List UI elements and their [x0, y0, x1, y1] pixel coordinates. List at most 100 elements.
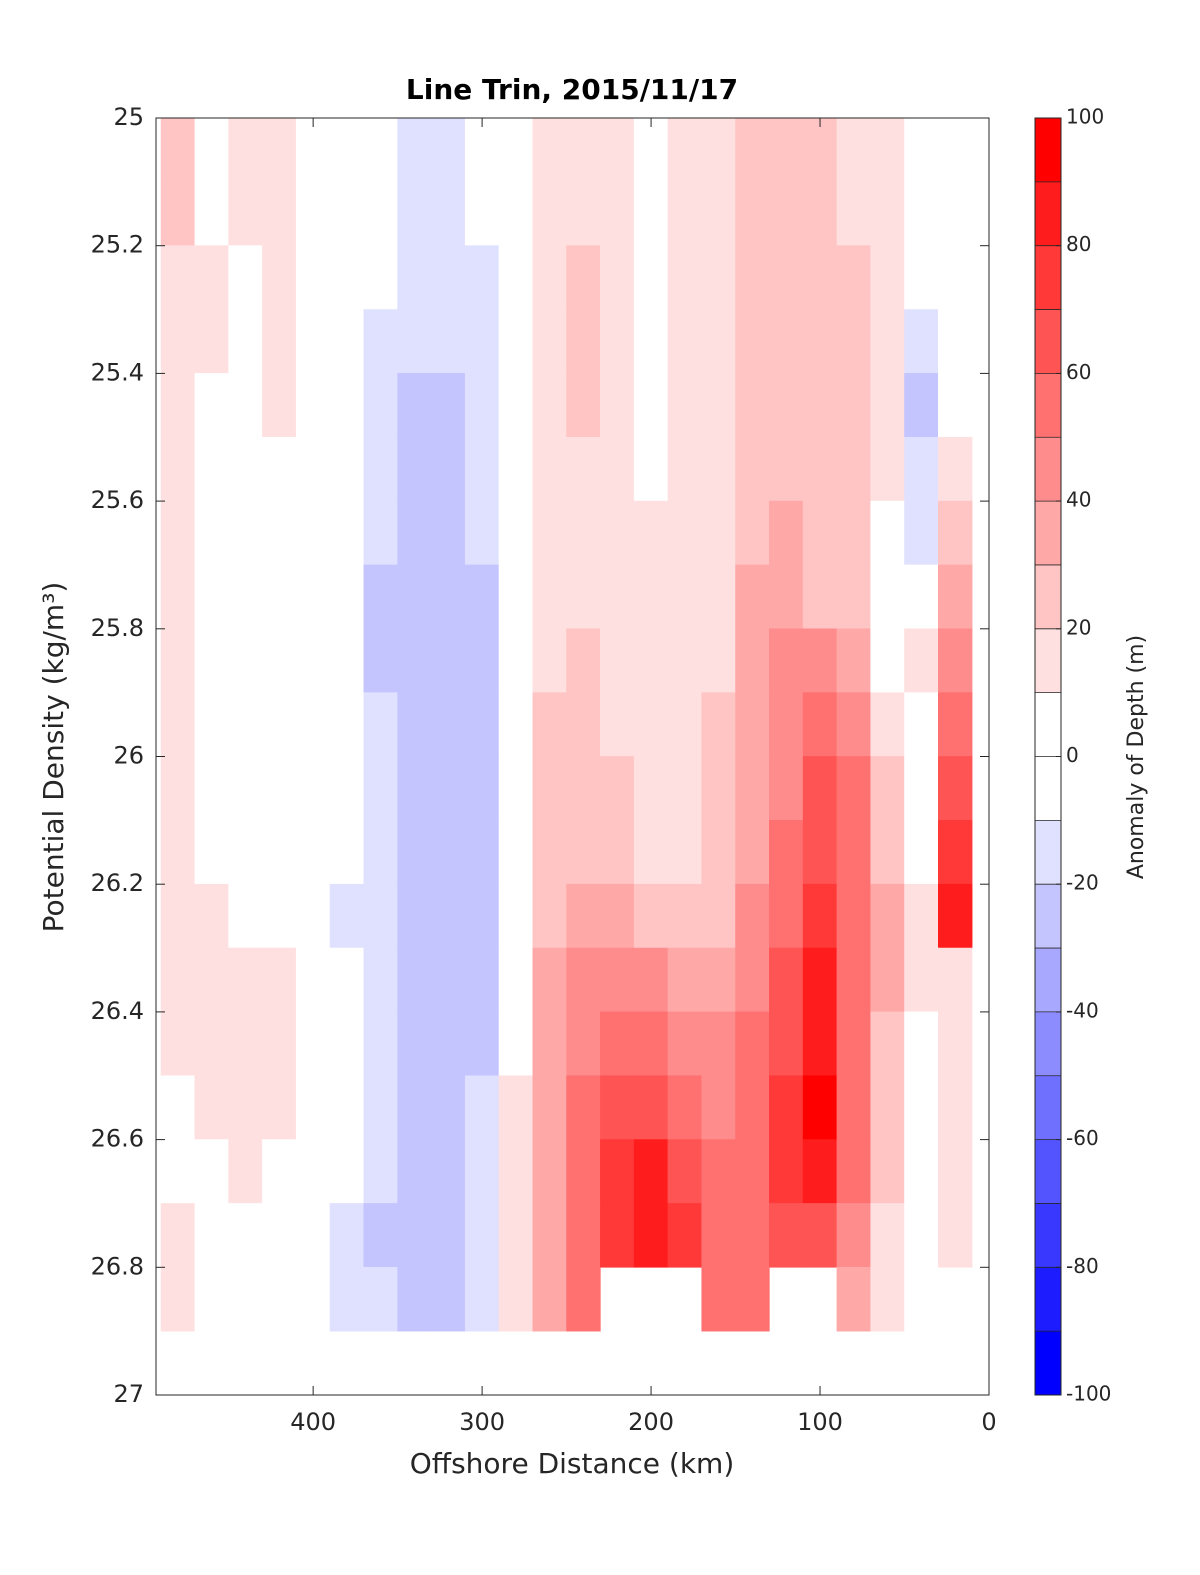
contour-cell [194, 1203, 229, 1268]
contour-cell [295, 1267, 331, 1332]
contour-cell [802, 1203, 838, 1268]
contour-cell [836, 245, 872, 310]
contour-cell [363, 118, 398, 183]
contour-cell [938, 373, 973, 438]
colorbar-band [1034, 1075, 1062, 1140]
colorbar-band [1034, 692, 1062, 757]
contour-cell [633, 1139, 669, 1204]
contour-cell [735, 1011, 770, 1077]
contour-cell [397, 820, 432, 885]
contour-cell [633, 245, 669, 310]
contour-cell [566, 1075, 601, 1140]
contour-cell [262, 245, 297, 310]
contour-cell [802, 436, 838, 502]
contour-cell [532, 820, 567, 885]
contour-cell [498, 1075, 534, 1140]
contour-cell [938, 1139, 973, 1204]
contour-cell [870, 756, 905, 821]
contour-cell [701, 1267, 736, 1332]
contour-cell [160, 118, 196, 183]
contour-cell [464, 1139, 500, 1204]
contour-cell [498, 500, 534, 566]
contour-cell [769, 1139, 804, 1204]
contour-cell [194, 1011, 229, 1077]
contour-cell [498, 820, 534, 885]
contour-cell [431, 883, 466, 949]
contour-cell [870, 500, 905, 566]
contour-cell [633, 118, 669, 183]
contour-cell [701, 756, 736, 821]
contour-cell [938, 947, 973, 1013]
contour-cell [836, 1011, 872, 1077]
contour-cell [431, 1267, 466, 1332]
colorbar-band [1034, 1267, 1062, 1332]
contour-cell [667, 564, 703, 630]
contour-cell [735, 564, 770, 630]
contour-cell [160, 1075, 196, 1140]
contour-cell [600, 118, 635, 183]
contour-cell [633, 692, 669, 757]
contour-cell [701, 1203, 736, 1268]
contour-cell [329, 118, 365, 183]
contour-cell [633, 883, 669, 949]
contour-cell [431, 1139, 466, 1204]
contour-cell [701, 500, 736, 566]
contour-cell [633, 500, 669, 566]
colorbar-tick-label: 0 [1066, 743, 1079, 767]
contour-cell [431, 692, 466, 757]
contour-cell [194, 564, 229, 630]
contour-cell [802, 820, 838, 885]
contour-cell [228, 118, 263, 183]
y-tick-label: 25.6 [91, 486, 144, 514]
contour-cell [904, 1267, 939, 1332]
contour-cell [431, 373, 466, 438]
contour-cell [194, 118, 229, 183]
y-tick-label: 26.6 [91, 1125, 144, 1153]
contour-cell [262, 1075, 297, 1140]
contour-cell [431, 309, 466, 374]
contour-cell [600, 820, 635, 885]
contour-cell [464, 245, 500, 310]
contour-cell [701, 947, 736, 1013]
contour-cell [701, 692, 736, 757]
contour-cell [262, 118, 297, 183]
contour-cell [769, 692, 804, 757]
contour-cell [228, 564, 263, 630]
contour-cell [667, 500, 703, 566]
contour-cell [633, 373, 669, 438]
contour-cell [735, 500, 770, 566]
contour-cell [262, 692, 297, 757]
contour-cell [735, 118, 770, 183]
contour-cell [228, 1139, 263, 1204]
contour-cell [667, 692, 703, 757]
y-tick-label: 26 [113, 742, 144, 770]
contour-cell [566, 500, 601, 566]
contour-cell [228, 692, 263, 757]
contour-cell [498, 628, 534, 693]
contour-cell [532, 947, 567, 1013]
contour-cell [802, 500, 838, 566]
contour-cell [633, 947, 669, 1013]
contour-cell [262, 947, 297, 1013]
contour-cell [600, 181, 635, 247]
contour-cell [633, 309, 669, 374]
contour-cell [904, 500, 939, 566]
contour-cell [802, 1011, 838, 1077]
y-tick-label: 27 [113, 1380, 144, 1408]
chart-title: Line Trin, 2015/11/17 [406, 73, 738, 106]
contour-cell [363, 1075, 398, 1140]
contour-cell [633, 436, 669, 502]
contour-cell [194, 309, 229, 374]
contour-cell [735, 756, 770, 821]
contour-cell [667, 118, 703, 183]
contour-cell [262, 500, 297, 566]
contour-cell [532, 245, 567, 310]
contour-cell [633, 628, 669, 693]
contour-cell [464, 756, 500, 821]
contour-cell [160, 436, 196, 502]
contour-cell [498, 118, 534, 183]
contour-cell [701, 883, 736, 949]
contour-cell [295, 1075, 331, 1140]
contour-cell [836, 1267, 872, 1332]
contour-cell [566, 756, 601, 821]
